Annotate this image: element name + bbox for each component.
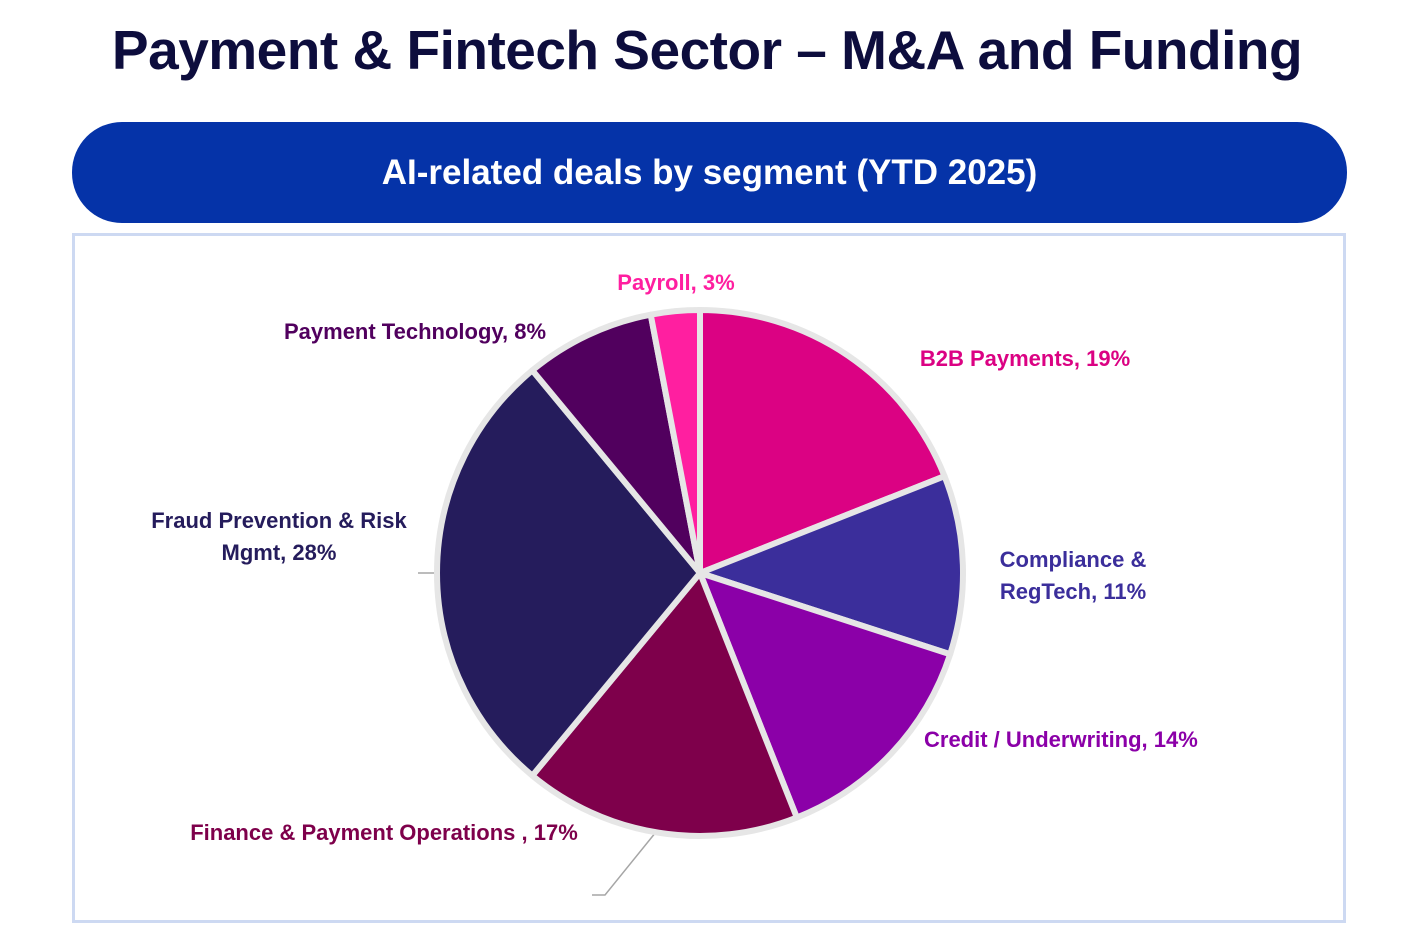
slice-label-credit-underwriting: Credit / Underwriting, 14% <box>924 727 1198 752</box>
pie-slice-credit-underwriting <box>697 570 954 821</box>
slice-label-b2b-payments: B2B Payments, 19% <box>920 346 1130 371</box>
chart-subtitle: AI-related deals by segment (YTD 2025) <box>381 152 1038 192</box>
pie-slice-payment-technology <box>529 311 703 576</box>
pie-slice-payroll <box>647 307 703 576</box>
slice-label-payroll: Payroll, 3% <box>617 270 734 295</box>
leader-line-2 <box>592 831 657 896</box>
pie-slice-compliance-and-regtech <box>697 473 966 658</box>
pie-slice-b2b-payments <box>697 307 948 576</box>
pie-slice-finance-and-payment-operations <box>529 570 800 839</box>
page-title: Payment & Fintech Sector – M&A and Fundi… <box>111 19 1303 81</box>
slice-label-finance-and-payment-operations: Finance & Payment Operations , 17% <box>190 820 578 845</box>
slice-label-compliance-and-regtech: Compliance & RegTech, 11% <box>1000 547 1147 604</box>
slice-label-payment-technology: Payment Technology, 8% <box>284 319 546 344</box>
slice-label-fraud-prevention-and-risk-mgmt: Fraud Prevention & Risk Mgmt, 28% <box>151 508 407 565</box>
subtitle-banner: AI-related deals by segment (YTD 2025) <box>72 122 1347 223</box>
pie-slice-fraud-prevention-and-risk-mgmt <box>434 367 703 779</box>
